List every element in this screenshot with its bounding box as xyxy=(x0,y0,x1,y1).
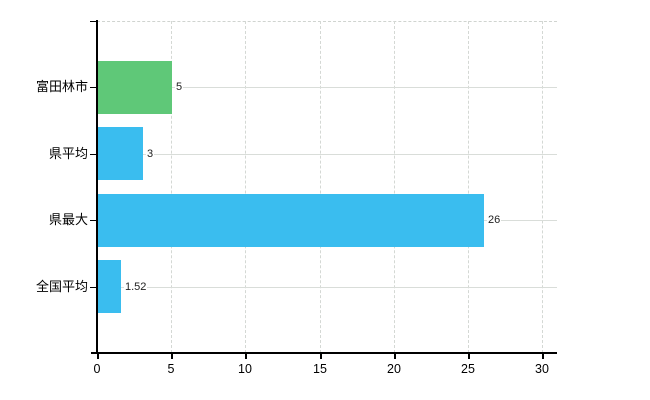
vertical-gridline xyxy=(542,21,543,353)
bar-県平均 xyxy=(98,127,143,180)
y-axis-tick xyxy=(90,21,97,22)
y-axis-tick xyxy=(90,220,97,221)
x-axis-tick xyxy=(97,353,99,359)
vertical-gridline xyxy=(319,21,321,353)
bar-県最大 xyxy=(98,194,484,247)
vertical-gridline xyxy=(171,21,173,353)
y-axis-tick xyxy=(90,87,97,88)
x-axis-tick-label: 25 xyxy=(461,362,475,376)
x-axis-tick-label: 15 xyxy=(313,362,327,376)
vertical-gridline xyxy=(393,21,395,353)
y-axis-tick xyxy=(90,154,97,155)
y-axis-label: 県最大 xyxy=(48,212,88,227)
y-axis-label: 富田林市 xyxy=(35,79,88,94)
y-axis-label: 全国平均 xyxy=(35,279,88,294)
bar-value-label: 1.52 xyxy=(124,280,148,294)
plot-top-border xyxy=(97,21,557,22)
y-axis-label: 県平均 xyxy=(48,146,88,161)
vertical-gridline xyxy=(467,21,469,353)
x-axis-tick-label: 20 xyxy=(387,362,401,376)
x-axis-tick-label: 30 xyxy=(535,362,549,376)
x-axis-tick xyxy=(394,353,396,359)
x-axis-tick xyxy=(320,353,322,359)
bar-全国平均 xyxy=(98,260,121,313)
x-axis-line xyxy=(91,352,557,354)
x-axis-tick-label: 10 xyxy=(238,362,252,376)
vertical-gridline xyxy=(245,21,247,353)
y-axis-line xyxy=(96,20,98,354)
x-axis-tick xyxy=(468,353,470,359)
horizontal-gridline xyxy=(98,154,557,155)
bar-value-label: 26 xyxy=(487,213,502,227)
x-axis-tick xyxy=(245,353,247,359)
bar-value-label: 5 xyxy=(175,80,184,94)
y-axis-tick xyxy=(90,287,97,288)
bar-value-label: 3 xyxy=(146,147,155,161)
x-axis-tick-label: 0 xyxy=(93,362,101,376)
x-axis-tick xyxy=(171,353,173,359)
horizontal-gridline xyxy=(98,87,557,88)
x-axis-tick xyxy=(542,353,544,359)
horizontal-gridline xyxy=(98,287,557,288)
bar-富田林市 xyxy=(98,61,172,114)
x-axis-tick-label: 5 xyxy=(167,362,175,376)
